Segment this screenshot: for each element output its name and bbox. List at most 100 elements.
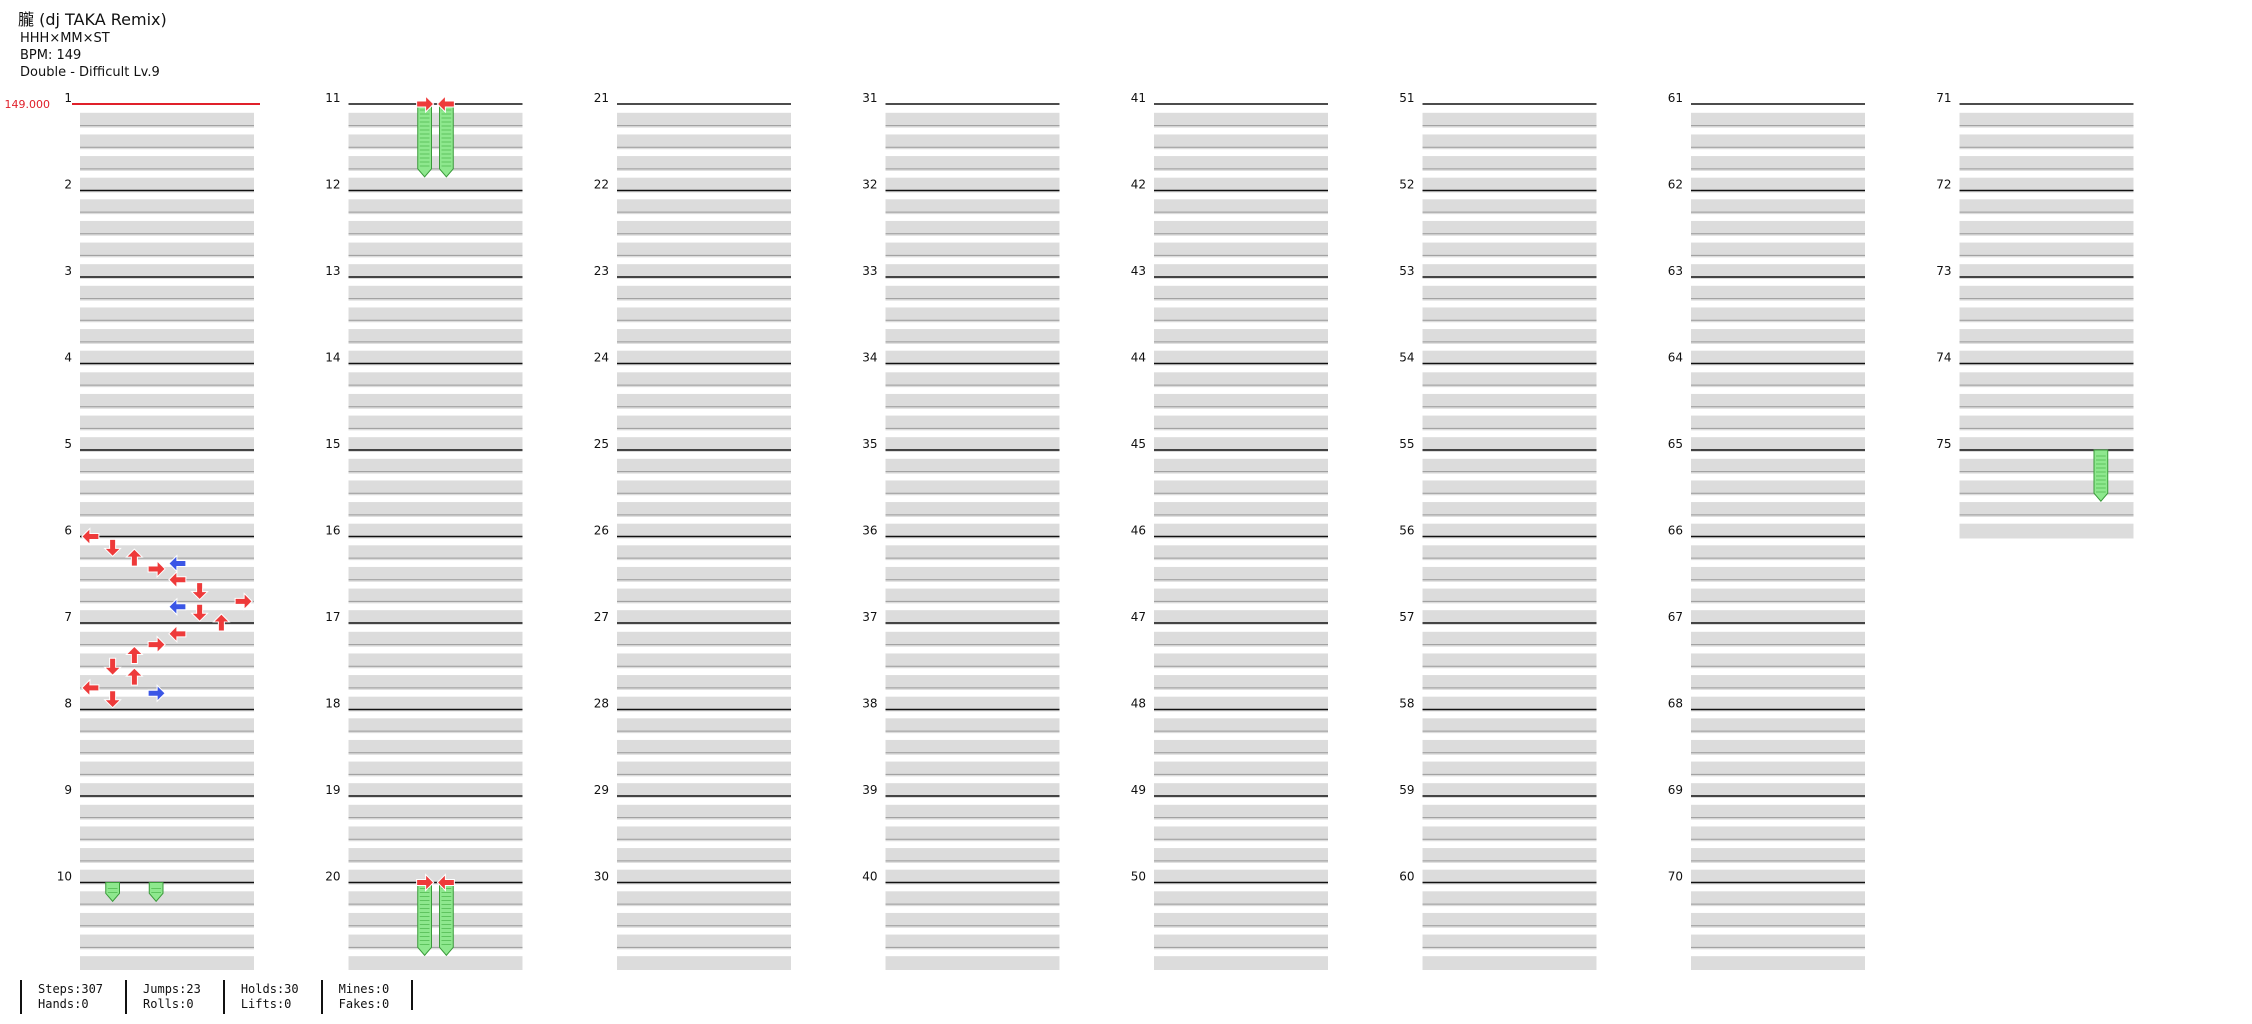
beat-band [1154,653,1328,669]
down-arrow-icon [103,690,122,709]
measure-number: 39 [862,783,877,797]
beat-band [1154,588,1328,604]
beat-band [1422,523,1597,539]
bpm-marker: 149.000 [5,98,260,111]
left-arrow-icon [168,554,187,573]
beat-band [885,761,1060,777]
beat-band [1422,804,1597,820]
stat-value: Lifts:0 [240,997,292,1011]
measure: 65 [1668,437,1865,539]
beat-band [617,393,791,409]
beat-band [885,804,1060,820]
beat-band [885,264,1060,279]
beat-band [1422,566,1597,582]
beat-band [348,869,523,885]
beat-band [1422,177,1597,193]
beat-band [617,696,791,712]
measure-number: 29 [594,783,609,797]
arrow-shape [147,635,166,654]
beat-band [1154,783,1328,798]
measure: 52 [1399,178,1597,279]
beat-band [885,502,1060,517]
beat-band [348,329,523,344]
beat-band [885,177,1060,193]
measure: 63 [1668,264,1865,366]
measure-number: 47 [1131,610,1146,624]
up-arrow-icon [125,667,144,686]
beat-band [1422,956,1597,970]
beat-band [348,480,523,496]
arrow-shape [168,624,187,644]
beat-band [80,307,254,323]
measure-number: 14 [325,351,340,365]
beat-band [1422,848,1597,863]
beat-band [80,718,254,734]
beat-band [885,848,1060,863]
measure-number: 46 [1131,524,1146,538]
beat-band [1154,912,1328,928]
beat-band [1691,177,1865,193]
measure-number: 57 [1399,610,1414,624]
beat-band [885,891,1060,907]
beat-band [1154,350,1328,366]
measure: 38 [862,697,1060,798]
beat-band [1691,199,1865,215]
beat-band [348,134,523,150]
arrow-shape [416,94,435,114]
hold-note [2093,449,2109,503]
arrow-shape [168,570,187,589]
beat-band [1154,610,1328,625]
beat-band [885,393,1060,409]
beat-band [1422,220,1597,236]
beat-band [1154,675,1328,690]
left-arrow-icon [81,678,100,698]
measure-number: 60 [1399,870,1414,884]
beat-band [617,285,791,301]
beat-band [80,869,254,885]
beat-band [1691,956,1865,970]
beat-band [1691,675,1865,690]
beat-band [885,696,1060,712]
measure-number: 27 [594,610,609,624]
beat-band [80,675,254,690]
beat-band [1422,912,1597,928]
beat-band [617,848,791,863]
left-arrow-icon [436,873,455,892]
measure: 19 [325,783,523,885]
beat-band [617,804,791,820]
beat-band [1422,372,1597,388]
measure-number: 12 [325,178,340,192]
measure: 57 [1399,610,1597,712]
beat-band [885,307,1060,323]
measure-number: 18 [325,697,340,711]
beat-band [1422,653,1597,669]
beat-band [80,739,254,755]
beat-band [80,199,254,215]
beat-band [1422,545,1597,561]
beat-band [80,631,254,647]
beat-band [617,502,791,517]
beat-band [1422,934,1597,950]
measure: 27 [594,610,791,712]
beat-band [1691,480,1865,496]
beat-band [885,480,1060,496]
beat-band [80,372,254,388]
beat-band [885,112,1060,128]
beat-band [80,761,254,777]
beat-band [1691,783,1865,798]
beat-band [1691,437,1865,452]
measure: 41 [1131,91,1328,193]
measure: 64 [1668,351,1865,452]
measure-number: 28 [594,697,609,711]
beat-band [617,523,791,539]
measure-number: 53 [1399,264,1414,278]
measure-number: 59 [1399,783,1414,797]
beat-band [617,718,791,734]
beat-band [348,804,523,820]
beat-band [348,264,523,279]
beat-band [1959,393,2134,409]
beat-band [1959,307,2134,323]
beat-band [80,610,254,625]
measure-number: 36 [862,524,877,538]
beat-band [1691,588,1865,604]
